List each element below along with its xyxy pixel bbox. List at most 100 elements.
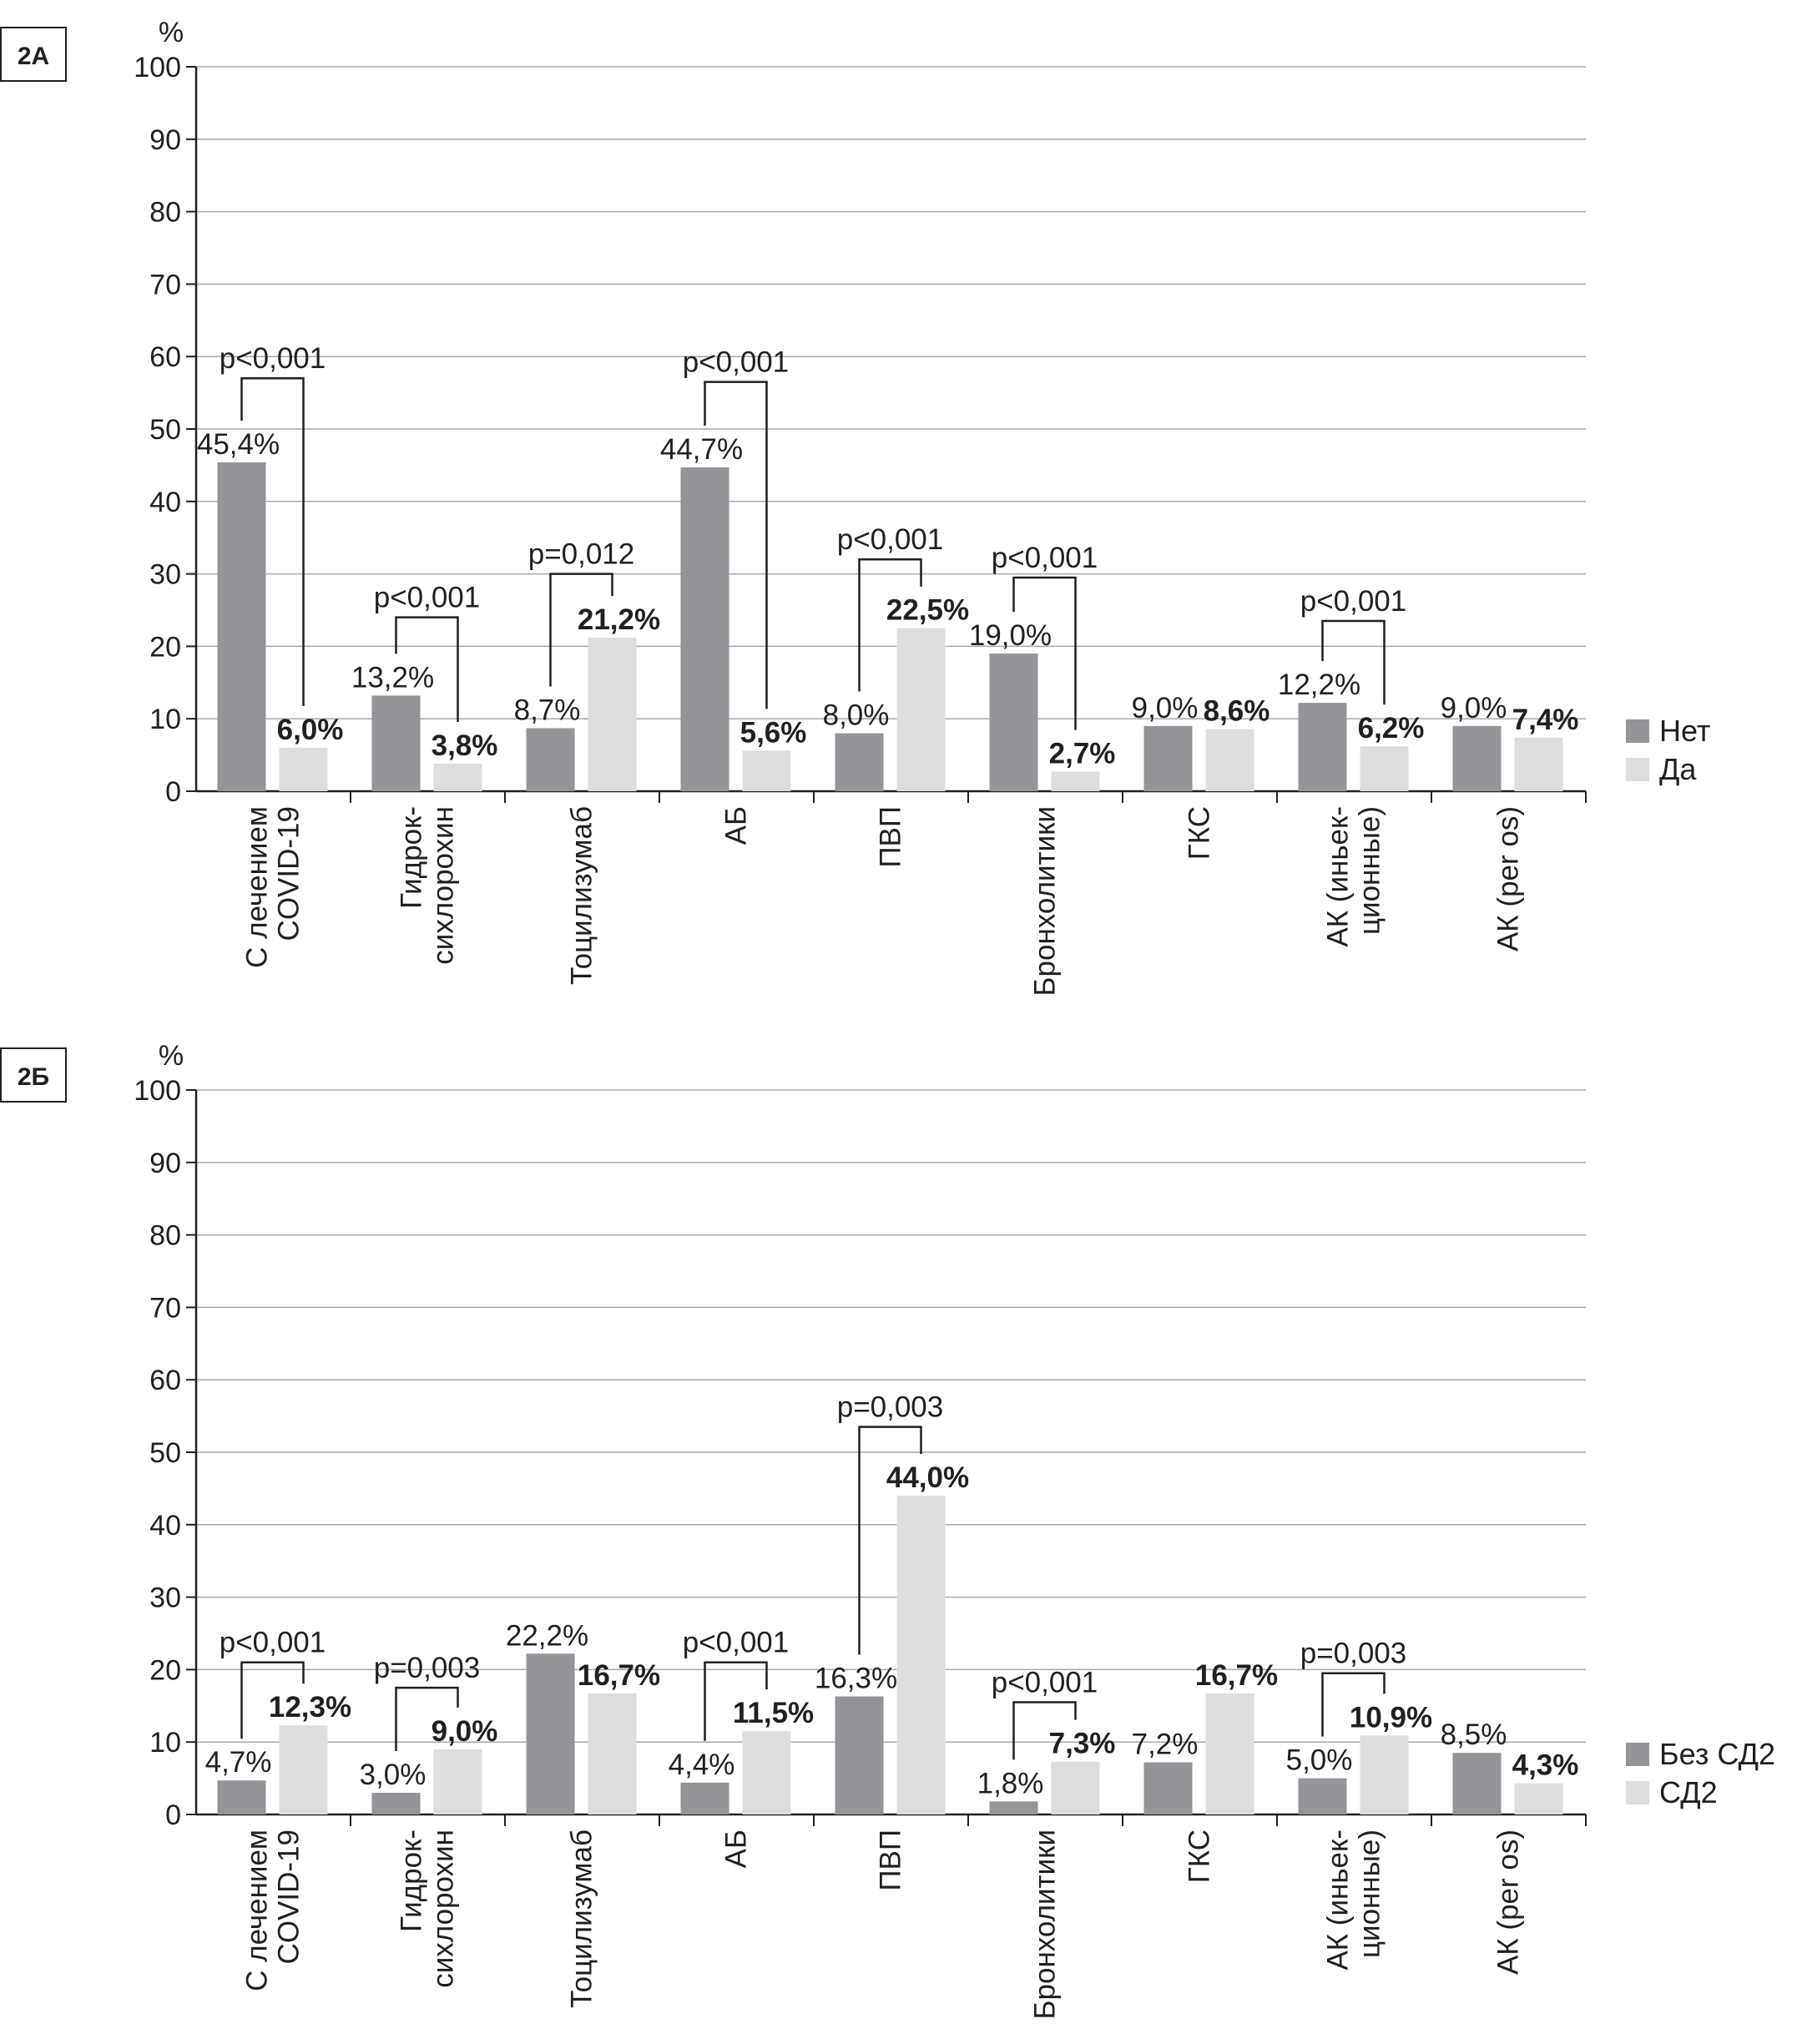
data-label: 22,5% xyxy=(886,594,969,627)
bar-series2 xyxy=(1360,1735,1409,1814)
data-label: 22,2% xyxy=(506,1619,588,1652)
x-category-line: Гидрок- xyxy=(396,806,428,909)
y-tick-label: 0 xyxy=(165,776,181,808)
x-category-label: Гидрок-сихлорохин xyxy=(396,806,460,965)
significance-bracket xyxy=(858,558,922,692)
x-category-line: АК (иньек- xyxy=(1322,1830,1355,1971)
bar-series1 xyxy=(989,654,1038,791)
x-category-line: АБ xyxy=(720,806,753,845)
data-label: 8,0% xyxy=(823,699,890,732)
p-value-label: p=0,003 xyxy=(837,1391,944,1424)
bar-series1 xyxy=(526,728,575,791)
x-category-line: ПВП xyxy=(875,1830,907,1891)
data-label: 11,5% xyxy=(733,1697,814,1729)
x-category-line: АБ xyxy=(720,1830,753,1868)
significance-bracket xyxy=(704,381,768,709)
data-label: 44,7% xyxy=(660,433,743,466)
y-tick-label: 20 xyxy=(149,631,181,663)
x-category-line: ГКС xyxy=(1184,806,1216,860)
x-category-label: ГКС xyxy=(1184,1830,1216,1883)
x-category-label: АК (per os) xyxy=(1492,806,1525,951)
x-category-line: АК (per os) xyxy=(1492,806,1525,951)
p-value-label: p<0,001 xyxy=(992,542,1098,574)
y-tick-label: 80 xyxy=(149,197,181,229)
x-category-label: АК (иньек-ционные) xyxy=(1322,806,1386,947)
chart-panel-2: 2Б% 0 10 20 30 40 50 60 70 80 90 100 4,7% 12,3% С лече… xyxy=(0,1040,1775,2019)
bar-series2 xyxy=(1205,729,1254,791)
bar-series2 xyxy=(896,1496,946,1814)
data-label: 8,5% xyxy=(1441,1718,1507,1751)
legend-label: СД2 xyxy=(1659,1775,1718,1809)
y-tick-label: 80 xyxy=(149,1220,181,1252)
data-label: 45,4% xyxy=(197,428,280,461)
y-tick-label: 20 xyxy=(149,1654,181,1686)
p-value-label: p<0,001 xyxy=(220,342,326,375)
data-label: 9,0% xyxy=(1441,692,1507,724)
data-label: 3,0% xyxy=(360,1759,427,1791)
bar-series1 xyxy=(1298,1778,1347,1814)
bar-series1 xyxy=(371,695,421,791)
y-tick-label: 30 xyxy=(149,1582,181,1614)
y-tick-label: 60 xyxy=(149,341,181,373)
data-label: 21,2% xyxy=(578,603,660,636)
x-category-label: С лечением COVID-19 xyxy=(241,806,305,968)
y-tick-label: 100 xyxy=(134,52,181,83)
x-category-label: АК (иньек-ционные) xyxy=(1322,1830,1386,1971)
x-category-label: АБ xyxy=(720,806,753,845)
significance-bracket xyxy=(704,1661,768,1741)
bar-series2 xyxy=(1051,771,1100,791)
bar-series1 xyxy=(217,462,266,791)
data-label: 4,7% xyxy=(205,1746,272,1779)
data-label: 10,9% xyxy=(1350,1701,1432,1734)
p-value-label: p<0,001 xyxy=(1300,585,1407,618)
bar-series2 xyxy=(279,1725,328,1814)
x-category-line: ционные) xyxy=(1354,806,1386,935)
p-value-label: p<0,001 xyxy=(683,346,790,379)
data-label: 6,2% xyxy=(1358,712,1425,744)
x-category-line: АК (per os) xyxy=(1492,1830,1525,1975)
significance-bracket xyxy=(1012,576,1077,730)
data-label: 9,0% xyxy=(432,1715,498,1748)
data-label: 8,6% xyxy=(1204,694,1270,727)
data-label: 44,0% xyxy=(886,1461,969,1494)
x-category-line: Гидрок- xyxy=(396,1830,428,1932)
panel-tag-box xyxy=(0,27,67,82)
x-category-label: Тоцилизумаб xyxy=(566,806,598,985)
data-label: 12,3% xyxy=(269,1691,351,1724)
y-tick-label: 30 xyxy=(149,559,181,591)
y-tick-label: 70 xyxy=(149,269,181,300)
bar-series2 xyxy=(896,628,946,791)
y-tick-label: 90 xyxy=(149,1148,181,1179)
data-label: 7,2% xyxy=(1132,1729,1199,1761)
x-category-label: АК (per os) xyxy=(1492,1830,1525,1975)
x-category-line: ционные) xyxy=(1354,1830,1386,1958)
data-label: 19,0% xyxy=(969,619,1052,652)
data-label: 1,8% xyxy=(977,1767,1044,1799)
p-value-label: p=0,003 xyxy=(374,1652,481,1684)
y-axis-unit: % xyxy=(159,17,184,48)
p-value-label: p<0,001 xyxy=(992,1666,1098,1698)
x-category-label: Бронхолитики xyxy=(1029,1830,1062,2019)
data-label: 16,3% xyxy=(815,1663,897,1695)
data-label: 5,6% xyxy=(740,716,807,749)
data-label: 13,2% xyxy=(351,661,434,694)
chart-panel-1: 2А% 0 10 20 30 40 50 60 70 80 90 100 45,4% 6,0% С лече… xyxy=(0,17,1710,996)
data-label: 7,3% xyxy=(1049,1728,1116,1760)
bar-series1 xyxy=(835,1696,884,1814)
p-value-label: p<0,001 xyxy=(683,1627,790,1659)
bar-series2 xyxy=(742,1731,791,1814)
x-category-line: Тоцилизумаб xyxy=(566,806,598,985)
significance-bracket xyxy=(240,376,305,706)
x-category-label: Гидрок-сихлорохин xyxy=(396,1830,460,1988)
x-category-label: С лечением COVID-19 xyxy=(241,1830,305,1991)
x-category-label: ГКС xyxy=(1184,806,1216,860)
significance-bracket xyxy=(549,573,613,687)
bar-series1 xyxy=(217,1780,266,1814)
p-value-label: p=0,003 xyxy=(1300,1638,1407,1670)
bar-series2 xyxy=(1360,746,1409,791)
data-label: 9,0% xyxy=(1132,692,1199,724)
x-category-label: Тоцилизумаб xyxy=(566,1830,598,2008)
x-category-line: АК (иньек- xyxy=(1322,806,1355,947)
x-category-line: Тоцилизумаб xyxy=(566,1830,598,2008)
